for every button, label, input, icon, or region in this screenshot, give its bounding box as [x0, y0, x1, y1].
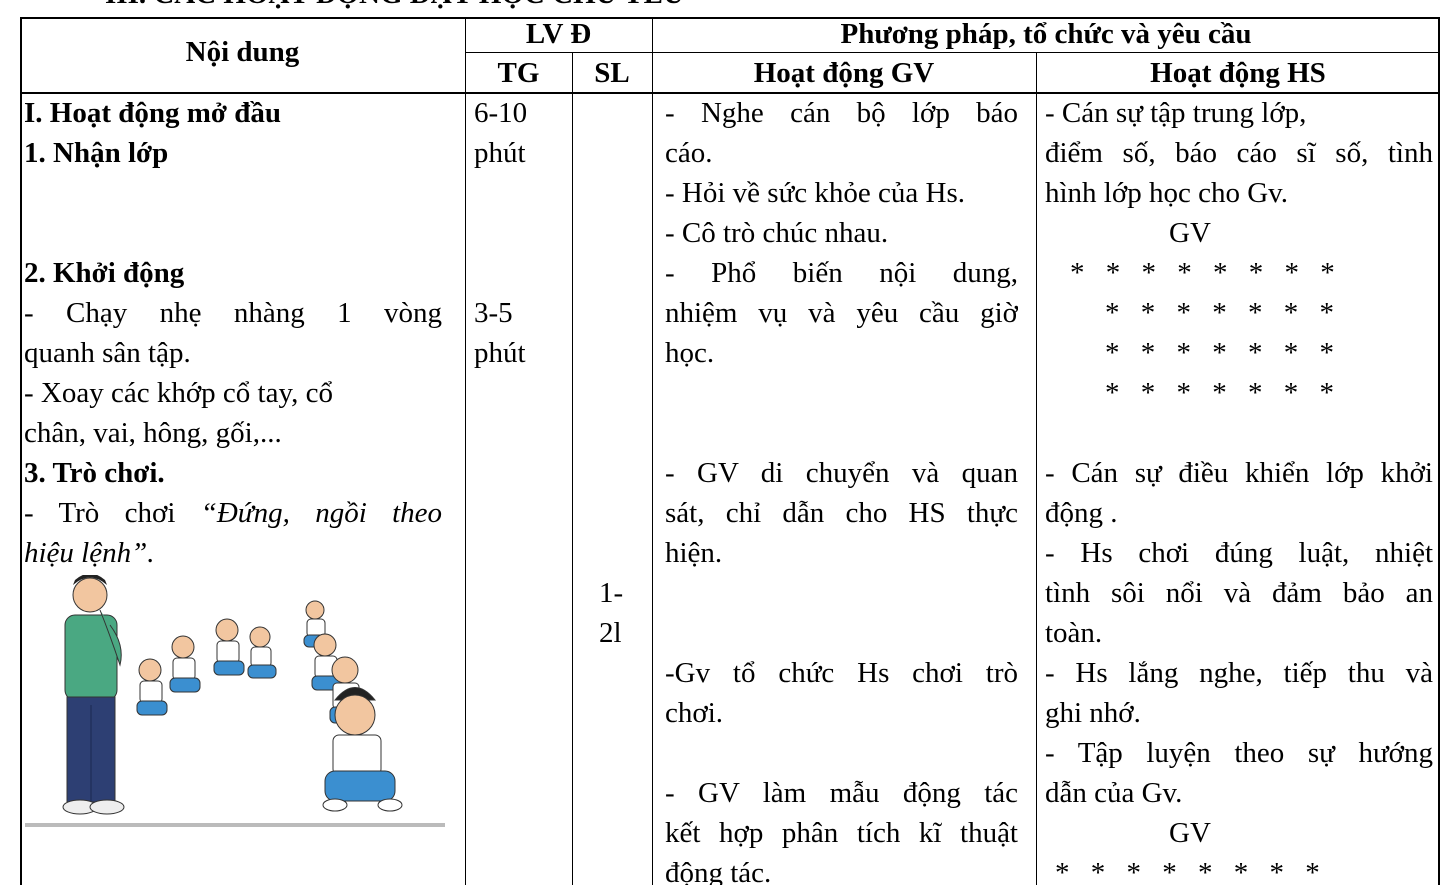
text: - Xoay các khớp cổ tay, cổ: [24, 377, 333, 409]
hs-line: GV: [1169, 217, 1211, 249]
gv-line: học.: [665, 337, 715, 369]
text: - Trò chơi: [24, 497, 201, 529]
hs-line: - Cán sự tập trung lớp,: [1045, 97, 1307, 129]
tg-line: 3-5: [474, 297, 513, 329]
gv-line: - GV di chuyển và quan: [665, 457, 1018, 489]
text: 1. Nhận lớp: [24, 137, 169, 169]
tg-line: phút: [474, 337, 526, 369]
content-line: hiệu lệnh”.: [24, 533, 442, 573]
border: [572, 52, 573, 885]
hs-line: - Hs chơi đúng luật, nhiệt: [1045, 537, 1433, 569]
hs-line: * * * * * * * *: [1055, 857, 1320, 885]
hs-line: ghi nhớ.: [1045, 697, 1141, 729]
text: 3. Trò chơi.: [24, 457, 165, 489]
content-line: chân, vai, hông, gối,...: [24, 413, 442, 453]
header-cell: SL: [594, 57, 630, 89]
text: quanh sân tập.: [24, 337, 191, 369]
gv-line: nhiệm vụ và yêu cầu giờ: [665, 297, 1018, 329]
header-cell: Phương pháp, tổ chức và yêu cầu: [840, 18, 1252, 50]
text: - Chạy nhẹ nhàng 1 vòng: [24, 297, 442, 329]
content-line: 3. Trò chơi.: [24, 453, 442, 493]
gv-line: -Gv tổ chức Hs chơi trò: [665, 657, 1018, 689]
content-line: 2. Khởi động: [24, 253, 442, 293]
sl-line: 1-: [599, 577, 624, 609]
gv-line: - GV làm mẫu động tác: [665, 777, 1018, 809]
header-cell: LV Đ: [525, 18, 592, 50]
content-line: - Xoay các khớp cổ tay, cổ: [24, 373, 442, 413]
gv-line: - Cô trò chúc nhau.: [665, 217, 889, 249]
gv-line: cáo.: [665, 137, 713, 169]
hs-line: điểm số, báo cáo sĩ số, tình: [1045, 137, 1433, 169]
gv-line: - Nghe cán bộ lớp báo: [665, 97, 1018, 129]
hs-line: hình lớp học cho Gv.: [1045, 177, 1289, 209]
content-line: quanh sân tập.: [24, 333, 442, 373]
students: [136, 600, 403, 812]
border: [20, 17, 1440, 19]
gv-line: - Phổ biến nội dung,: [665, 257, 1018, 289]
illustration: [25, 575, 445, 827]
border: [652, 17, 653, 885]
text: I. Hoạt động mở đầu: [24, 97, 281, 129]
text: “Đứng, ngồi theo: [200, 497, 442, 529]
hs-line: - Cán sự điều khiển lớp khởi: [1045, 457, 1433, 489]
hs-line: * * * * * * *: [1105, 337, 1334, 369]
tg-line: phút: [474, 137, 526, 169]
hs-line: GV: [1169, 817, 1211, 849]
border: [465, 17, 466, 885]
header-cell: TG: [497, 57, 540, 89]
hs-line: * * * * * * *: [1105, 297, 1334, 329]
border: [20, 17, 22, 885]
section-title: III. CÁC HOẠT ĐỘNG DẠY HỌC CHỦ YẾU: [105, 0, 684, 14]
hs-line: toàn.: [1045, 617, 1103, 649]
content-line: 1. Nhận lớp: [24, 133, 442, 173]
hs-line: - Tập luyện theo sự hướng: [1045, 737, 1433, 769]
teacher: [62, 575, 125, 815]
border: [465, 52, 1440, 53]
border: [20, 92, 1440, 94]
sl-line: 2l: [599, 617, 622, 649]
gv-line: chơi.: [665, 697, 724, 729]
content-line: - Chạy nhẹ nhàng 1 vòng: [24, 293, 442, 333]
hs-line: dẫn của Gv.: [1045, 777, 1183, 809]
hs-line: động .: [1045, 497, 1118, 529]
content-line: - Trò chơi “Đứng, ngồi theo: [24, 493, 442, 533]
gv-line: kết hợp phân tích kĩ thuật: [665, 817, 1018, 849]
gv-line: - Hỏi về sức khỏe của Hs.: [665, 177, 965, 209]
content-line: I. Hoạt động mở đầu: [24, 93, 442, 133]
border: [1438, 17, 1440, 885]
header-cell: Hoạt động GV: [753, 57, 935, 89]
border: [1036, 52, 1037, 885]
hs-line: - Hs lắng nghe, tiếp thu và: [1045, 657, 1433, 689]
gv-line: hiện.: [665, 537, 723, 569]
text: 2. Khởi động: [24, 257, 185, 289]
hs-line: * * * * * * *: [1105, 377, 1334, 409]
text: chân, vai, hông, gối,...: [24, 417, 282, 449]
text: hiệu lệnh”.: [24, 537, 155, 569]
hs-line: * * * * * * * *: [1070, 257, 1335, 289]
gv-line: động tác.: [665, 857, 772, 885]
gv-line: sát, chỉ dẫn cho HS thực: [665, 497, 1018, 529]
hs-line: tình sôi nổi và đảm bảo an: [1045, 577, 1433, 609]
header-cell: Hoạt động HS: [1150, 57, 1326, 89]
header-cell: Nội dung: [185, 36, 300, 68]
tg-line: 6-10: [474, 97, 528, 129]
